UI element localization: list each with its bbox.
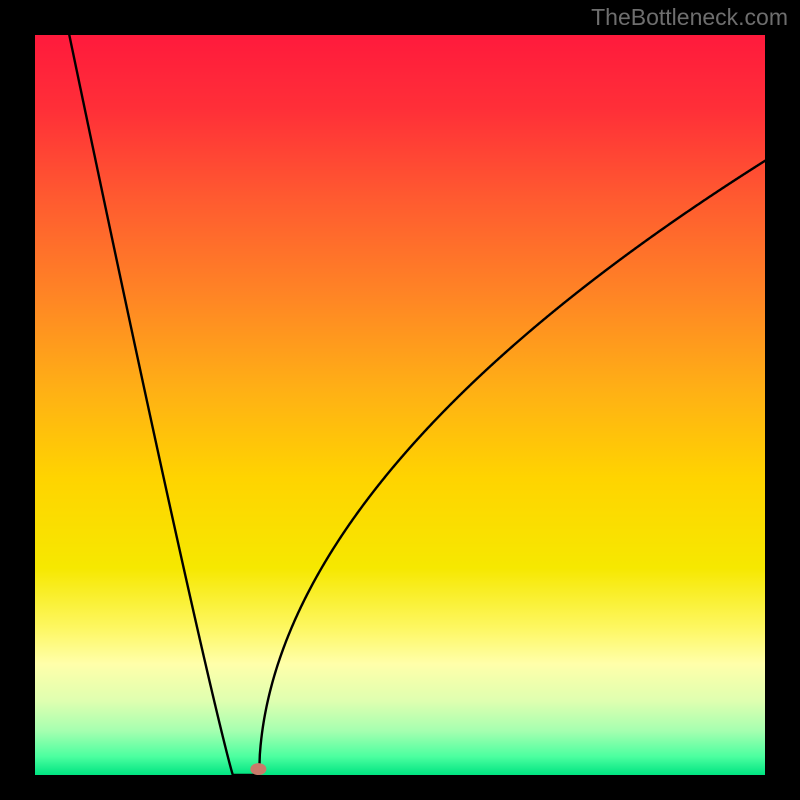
watermark-text: TheBottleneck.com [591,4,788,31]
bottleneck-valley-chart [0,0,800,800]
chart-wrapper: TheBottleneck.com [0,0,800,800]
